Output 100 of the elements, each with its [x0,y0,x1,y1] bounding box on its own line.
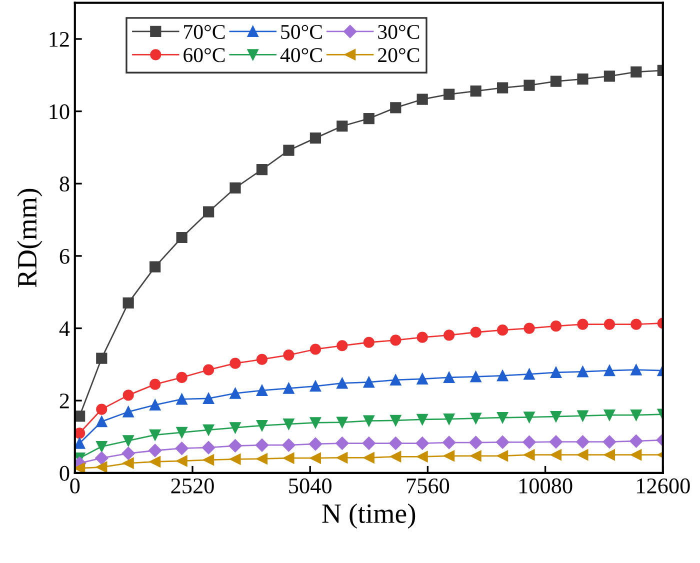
point [202,424,214,436]
point [524,322,535,334]
point [550,320,562,332]
point [96,440,108,452]
point [150,456,161,468]
point [256,420,268,432]
point [202,441,216,454]
y-tick-label: 6 [60,248,70,264]
point [630,410,642,421]
point [630,434,643,448]
point [576,435,590,448]
point [444,88,455,100]
point [363,415,374,426]
point [442,436,456,450]
point [549,435,563,448]
point [256,453,268,464]
point [416,332,428,343]
point [336,120,348,132]
point [336,452,348,464]
point [524,449,535,460]
y-tick-label: 12 [50,32,69,47]
point [416,414,428,425]
point [363,112,374,124]
point [470,371,482,382]
point [524,412,535,423]
point [122,458,134,469]
point [176,426,188,438]
point [255,438,269,452]
point [496,412,508,424]
point [336,416,348,428]
x-axis-title: N (time) [322,503,416,529]
x-tick-label: 5040 [289,478,332,494]
point [496,324,508,336]
point [176,394,188,405]
point [522,436,536,449]
point [604,70,616,82]
point [604,365,616,376]
point [363,376,374,388]
y-tick-label: 10 [50,104,70,120]
point [230,422,241,434]
point [228,439,242,452]
point [283,144,294,156]
point [362,436,376,450]
point [577,449,588,460]
point [390,451,402,462]
y-tick-label: 4 [59,321,70,336]
point [550,76,562,87]
point [416,94,428,105]
point [122,435,134,446]
point [444,413,455,425]
point [577,366,588,378]
point [336,378,348,389]
legend-label: 70°C [184,24,225,39]
point [390,334,402,346]
point [202,454,214,466]
point [524,80,535,91]
point [390,374,402,386]
legend-label: 40°C [280,48,322,62]
x-tick-label: 12600 [637,478,690,494]
x-tick-label: 0 [70,478,80,494]
point [630,66,642,78]
point [310,417,322,428]
point [150,378,161,390]
point [604,318,616,330]
point [150,399,161,410]
point [230,358,241,369]
point [230,454,241,465]
legend-label: 50°C [281,24,322,39]
point [122,390,134,401]
point [470,85,482,97]
point [310,344,322,355]
point [256,384,268,396]
point [336,340,348,352]
point [470,326,482,338]
point [416,436,429,450]
point [390,102,402,114]
point [602,435,616,448]
point [390,414,402,426]
point [148,444,162,458]
point [283,452,294,464]
point [96,352,108,364]
point [283,382,294,394]
point [230,388,241,399]
point [283,418,294,430]
point [389,436,402,450]
y-tick-label: 2 [60,394,69,408]
point [550,366,562,378]
point [96,404,108,415]
point [604,410,616,421]
point [496,436,510,449]
point [230,182,241,194]
point [470,450,482,462]
point [256,354,268,365]
point [202,364,214,376]
point [363,452,374,464]
point [74,428,86,439]
point [604,449,616,460]
legend-label: 60°C [184,48,225,62]
point [577,74,588,85]
point [308,437,322,451]
